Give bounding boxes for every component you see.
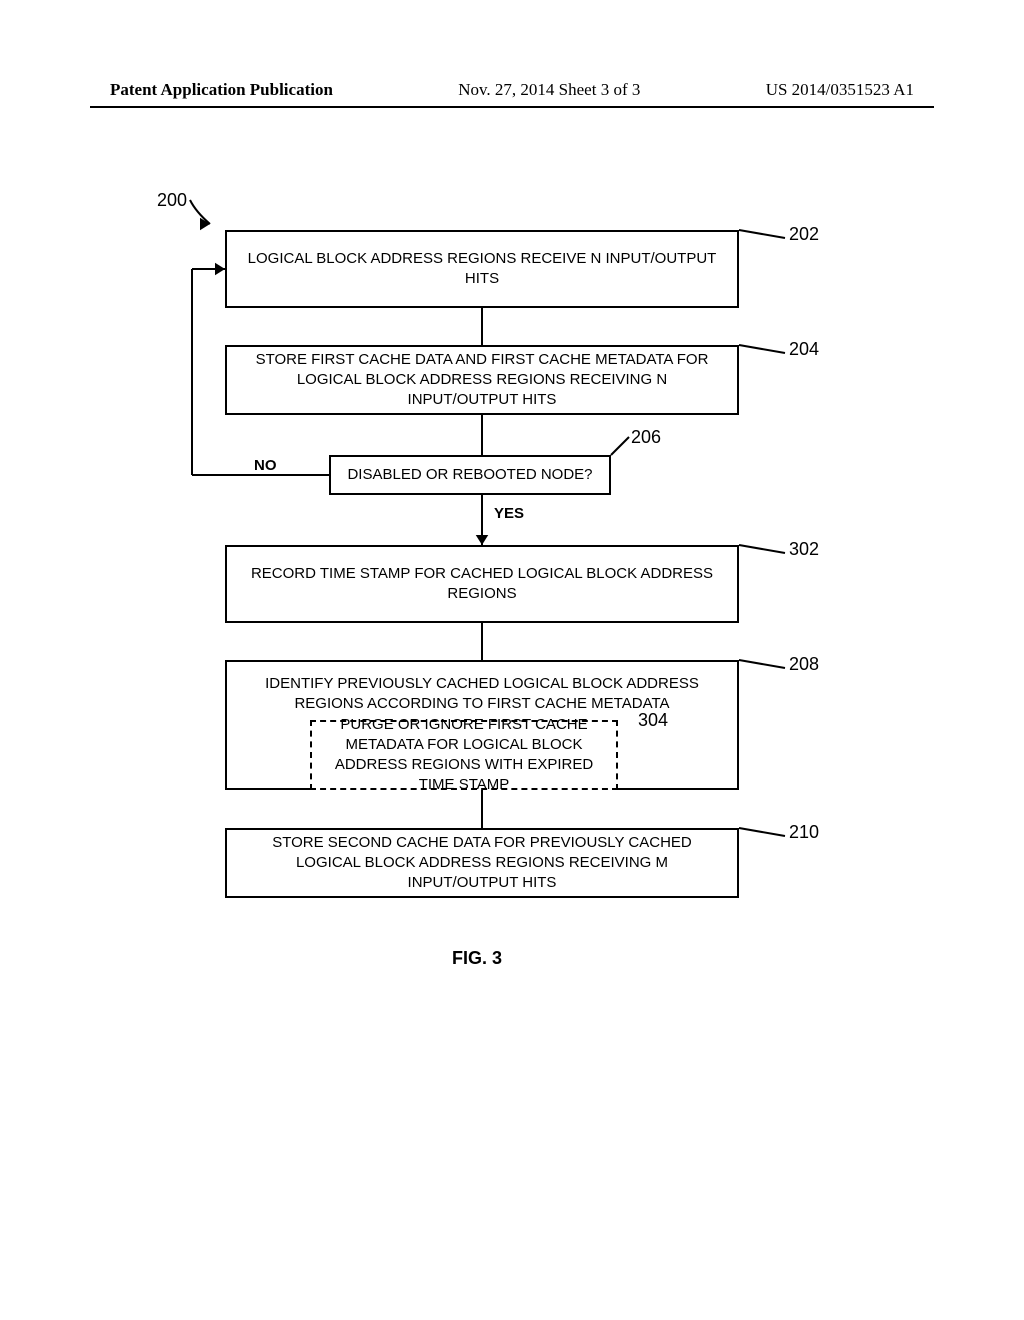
ref-204: 204 [789,339,819,360]
ref-208: 208 [789,654,819,675]
step-204: STORE FIRST CACHE DATA AND FIRST CACHE M… [225,345,739,415]
ref-302: 302 [789,539,819,560]
step-204-text: STORE FIRST CACHE DATA AND FIRST CACHE M… [243,350,721,411]
step-202-text: LOGICAL BLOCK ADDRESS REGIONS RECEIVE N … [243,249,721,290]
step-210-text: STORE SECOND CACHE DATA FOR PREVIOUSLY C… [243,833,721,894]
ref-200: 200 [157,190,187,211]
ref-210: 210 [789,822,819,843]
ref-202: 202 [789,224,819,245]
figure-caption: FIG. 3 [452,948,502,969]
page: Patent Application Publication Nov. 27, … [0,0,1024,1320]
ref-206: 206 [631,427,661,448]
decision-206: DISABLED OR REBOOTED NODE? [329,455,611,495]
step-202: LOGICAL BLOCK ADDRESS REGIONS RECEIVE N … [225,230,739,308]
ref-304: 304 [638,710,668,731]
step-302-text: RECORD TIME STAMP FOR CACHED LOGICAL BLO… [243,564,721,605]
step-210: STORE SECOND CACHE DATA FOR PREVIOUSLY C… [225,828,739,898]
label-no: NO [254,457,277,474]
flowchart: 200 LOGICAL BLOCK ADDRESS REGIONS RECEIV… [0,0,1024,1320]
decision-206-text: DISABLED OR REBOOTED NODE? [347,465,592,485]
step-304-text: PURGE OR IGNORE FIRST CACHE METADATA FOR… [328,715,600,796]
label-yes: YES [494,505,524,522]
step-302: RECORD TIME STAMP FOR CACHED LOGICAL BLO… [225,545,739,623]
step-304: PURGE OR IGNORE FIRST CACHE METADATA FOR… [310,720,618,790]
